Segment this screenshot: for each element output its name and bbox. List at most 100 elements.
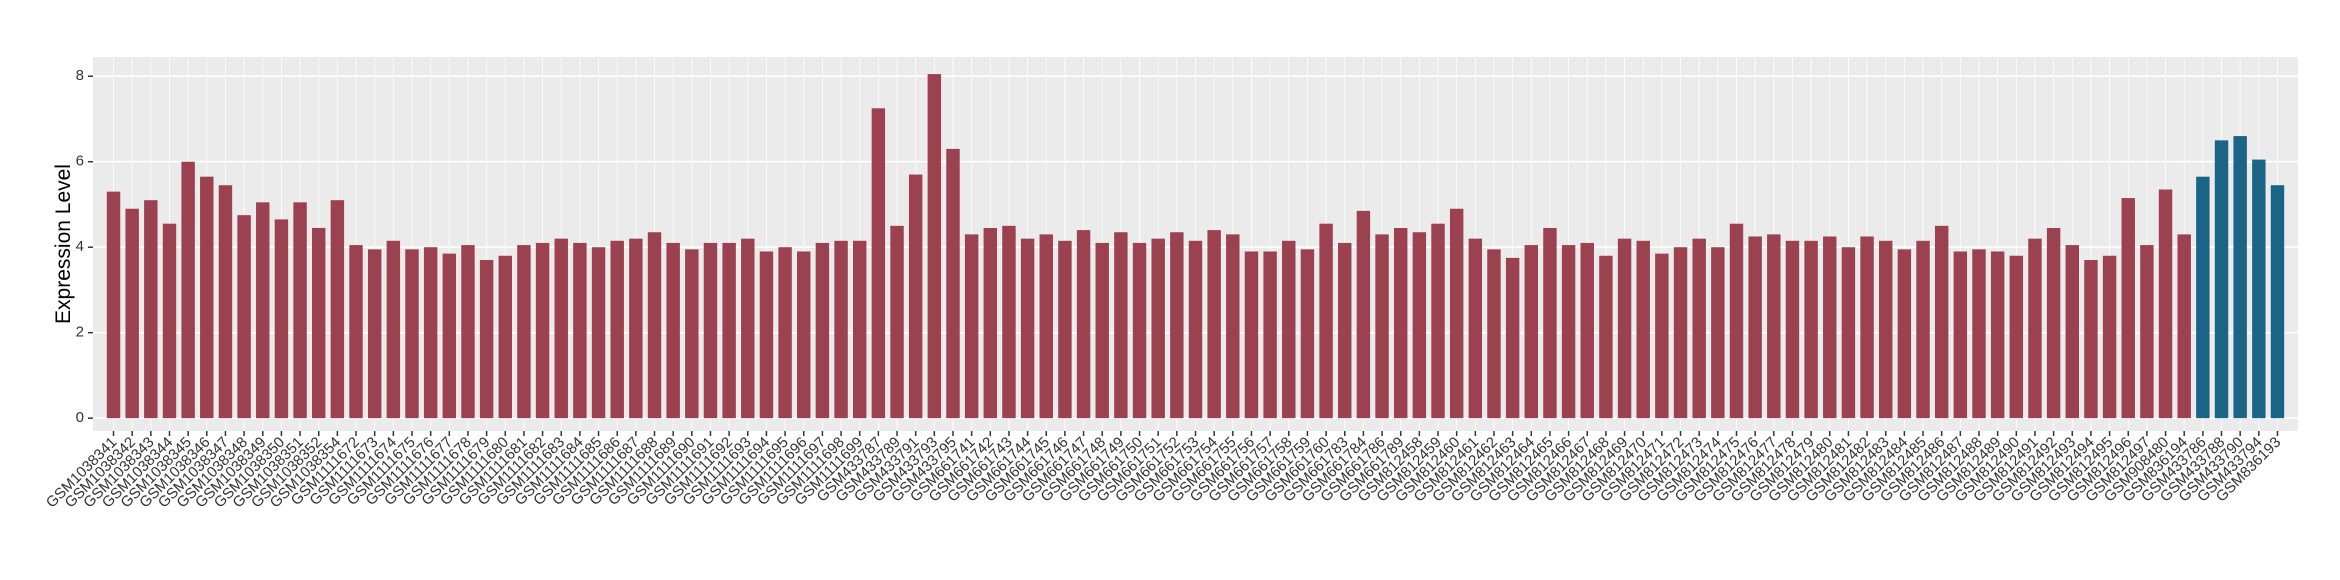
bar xyxy=(1188,240,1203,419)
bar xyxy=(2214,140,2229,419)
bar xyxy=(741,238,755,419)
bar xyxy=(367,249,382,419)
bar xyxy=(852,240,867,419)
bar xyxy=(2009,255,2024,419)
bar xyxy=(1711,247,1725,419)
bar xyxy=(1785,240,1800,419)
bar xyxy=(2140,245,2154,419)
bar xyxy=(1338,242,1352,419)
bar xyxy=(237,215,251,419)
bar xyxy=(1468,238,1483,419)
bar xyxy=(946,148,960,419)
bar xyxy=(1561,245,1576,419)
bar xyxy=(1132,242,1147,419)
bar xyxy=(442,253,457,419)
bar xyxy=(964,234,979,419)
bar xyxy=(1020,238,1035,419)
bar xyxy=(2158,189,2173,419)
bar xyxy=(1393,227,1408,419)
bar xyxy=(144,200,158,419)
bar xyxy=(1282,240,1296,419)
bar xyxy=(983,227,998,419)
bar xyxy=(479,260,494,419)
bar xyxy=(815,242,830,419)
bar xyxy=(1095,242,1109,419)
bar xyxy=(2065,245,2079,419)
bar xyxy=(1449,208,1464,419)
bar xyxy=(759,251,774,419)
bar xyxy=(797,251,811,419)
bar xyxy=(1505,257,1520,419)
bar xyxy=(218,185,233,419)
bar xyxy=(2233,136,2247,419)
bar xyxy=(1076,230,1091,419)
bar xyxy=(498,255,512,419)
bar xyxy=(1617,238,1632,419)
bar xyxy=(1244,251,1259,419)
bar xyxy=(2028,238,2042,419)
bar xyxy=(1114,232,1128,419)
bar xyxy=(1300,249,1315,419)
y-axis-title: Expression Level xyxy=(52,164,75,324)
y-tick-label: 8 xyxy=(76,67,84,84)
bar xyxy=(1692,238,1706,419)
bar xyxy=(423,247,438,419)
bar xyxy=(2196,176,2210,419)
bar xyxy=(405,249,419,419)
bar xyxy=(2252,159,2266,419)
bar xyxy=(1599,255,1613,419)
bar xyxy=(647,232,662,419)
bar xyxy=(908,174,923,419)
bar xyxy=(1748,236,1762,419)
bar xyxy=(927,74,942,419)
bar xyxy=(1655,253,1669,419)
bar xyxy=(1636,240,1650,419)
bar xyxy=(1972,249,1986,419)
bar xyxy=(1767,234,1781,419)
bar xyxy=(1953,251,1968,419)
bar xyxy=(890,225,904,419)
bar xyxy=(573,242,587,419)
bar xyxy=(274,219,289,419)
bar xyxy=(1058,240,1072,419)
bar xyxy=(629,238,643,419)
bar xyxy=(722,242,736,419)
bar xyxy=(1263,251,1277,419)
bar xyxy=(1207,230,1221,419)
bar xyxy=(386,240,401,419)
bar xyxy=(106,191,121,419)
bar xyxy=(1934,225,1949,419)
bar xyxy=(1375,234,1389,419)
bar xyxy=(181,161,195,419)
bar xyxy=(2102,255,2117,419)
bar xyxy=(349,245,363,419)
y-tick-label: 4 xyxy=(76,238,84,255)
bar xyxy=(1431,223,1445,419)
bar xyxy=(1524,245,1539,419)
bar xyxy=(312,227,326,419)
bar xyxy=(685,249,699,419)
bar xyxy=(1841,247,1856,419)
bar xyxy=(1170,232,1184,419)
bar xyxy=(1804,240,1818,419)
bar xyxy=(1487,249,1501,419)
bar xyxy=(834,240,848,419)
bar xyxy=(1897,249,1912,419)
bar xyxy=(778,247,792,419)
bar xyxy=(1990,251,2005,419)
bar xyxy=(1673,247,1688,419)
bar xyxy=(1860,236,1874,419)
bar xyxy=(1319,223,1333,419)
bar xyxy=(330,200,345,419)
bar xyxy=(293,202,307,419)
bar xyxy=(1039,234,1053,419)
bar xyxy=(871,108,886,419)
bar xyxy=(1916,240,1930,419)
bar xyxy=(535,242,550,419)
bar xyxy=(1580,242,1594,419)
bar xyxy=(517,245,531,419)
bar xyxy=(2046,227,2061,419)
bar xyxy=(1823,236,1837,419)
y-tick-label: 0 xyxy=(76,409,84,426)
